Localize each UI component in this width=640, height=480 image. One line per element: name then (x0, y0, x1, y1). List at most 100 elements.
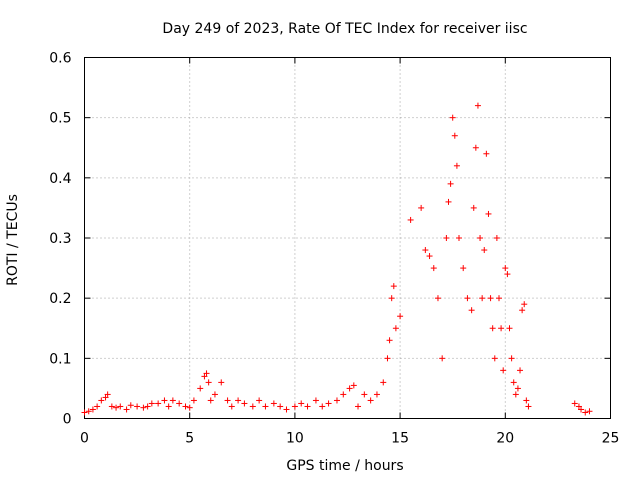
data-point (108, 403, 115, 410)
data-point (127, 402, 134, 409)
data-point (388, 295, 395, 302)
data-point (418, 204, 425, 211)
data-point (81, 409, 88, 416)
grid (84, 57, 611, 419)
data-point (190, 397, 197, 404)
y-tick-label: 0.5 (49, 111, 71, 127)
data-point (312, 397, 319, 404)
x-tick-label: 10 (286, 431, 304, 447)
data-point (491, 355, 498, 362)
data-point (453, 162, 460, 169)
data-points (81, 102, 593, 416)
data-point (460, 265, 467, 272)
data-point (283, 406, 290, 413)
data-point (325, 400, 332, 407)
data-point (525, 403, 532, 410)
data-point (485, 210, 492, 217)
data-point (241, 400, 248, 407)
data-point (123, 406, 130, 413)
data-point (319, 403, 326, 410)
data-point (85, 408, 92, 415)
data-point (207, 397, 214, 404)
data-point (102, 394, 109, 401)
x-tick-label: 15 (391, 431, 409, 447)
data-point (430, 265, 437, 272)
data-point (502, 265, 509, 272)
data-point (472, 144, 479, 151)
data-point (298, 400, 305, 407)
data-point (340, 391, 347, 398)
data-point (140, 404, 147, 411)
data-point (468, 307, 475, 314)
data-point (203, 370, 210, 377)
data-point (477, 235, 484, 241)
data-point (483, 150, 490, 157)
data-point (98, 397, 105, 404)
data-point (500, 367, 507, 374)
data-point (571, 400, 578, 407)
data-point (464, 295, 471, 302)
data-point (333, 397, 340, 404)
data-point (201, 373, 208, 380)
data-point (519, 307, 526, 314)
data-point (224, 397, 231, 404)
data-point (373, 391, 380, 398)
data-point (508, 355, 515, 362)
data-point (586, 408, 593, 415)
data-point (481, 247, 488, 254)
data-point (493, 235, 500, 241)
data-point (512, 391, 519, 398)
data-point (104, 391, 111, 398)
data-point (355, 403, 362, 410)
data-point (474, 102, 481, 109)
y-tick-label: 0 (63, 412, 72, 428)
y-tick-label: 0.4 (49, 171, 71, 187)
data-point (392, 325, 399, 332)
data-point (426, 253, 433, 260)
y-tick-label: 0.6 (49, 51, 71, 67)
data-point (291, 403, 298, 410)
data-point (94, 403, 101, 410)
data-point (456, 235, 463, 241)
y-tick-label: 0.2 (49, 291, 71, 307)
data-point (384, 355, 391, 362)
data-point (449, 114, 456, 121)
y-tick-label: 0.1 (49, 351, 71, 367)
data-point (350, 382, 357, 389)
x-tick-label: 0 (80, 431, 89, 447)
data-point (397, 313, 404, 320)
data-point (89, 406, 96, 413)
data-point (134, 403, 141, 410)
data-point (218, 379, 225, 386)
y-axis-label: ROTI / TECUs (5, 194, 21, 286)
x-axis-label: GPS time / hours (286, 458, 403, 474)
x-tick-label: 5 (185, 431, 194, 447)
data-point (434, 295, 441, 302)
data-point (504, 271, 511, 278)
data-point (487, 295, 494, 302)
data-point (235, 397, 242, 404)
y-tick-label: 0.3 (49, 231, 71, 247)
data-point (470, 204, 477, 211)
data-point (498, 325, 505, 332)
data-point (510, 379, 517, 386)
data-point (249, 403, 256, 410)
data-point (186, 404, 193, 411)
data-point (270, 400, 277, 407)
data-point (445, 198, 452, 205)
data-point (155, 400, 162, 407)
data-point (211, 391, 218, 398)
data-point (262, 403, 269, 410)
data-point (277, 403, 284, 410)
data-point (197, 385, 204, 392)
data-point (523, 397, 530, 404)
data-point (422, 247, 429, 254)
data-point (182, 403, 189, 410)
data-point (506, 325, 513, 332)
data-point (443, 235, 450, 241)
data-point (169, 397, 176, 404)
data-point (228, 403, 235, 410)
data-point (205, 379, 212, 386)
x-tick-label: 25 (602, 431, 620, 447)
